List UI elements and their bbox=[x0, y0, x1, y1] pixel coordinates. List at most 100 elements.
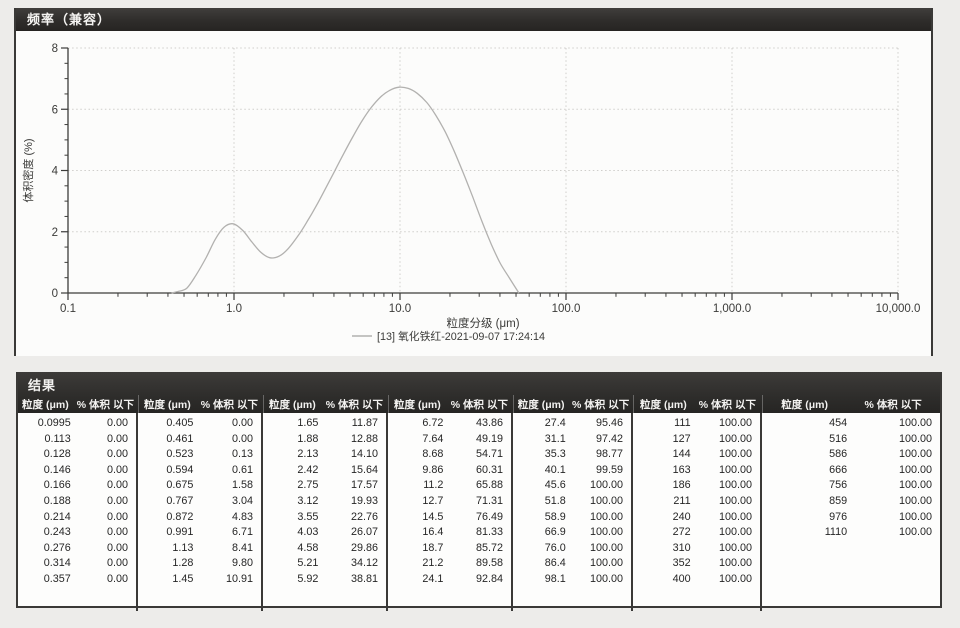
size-cell: 18.7 bbox=[422, 541, 444, 554]
table-row: 7.64 49.19 bbox=[388, 432, 511, 448]
table-row: 5.21 34.12 bbox=[263, 556, 386, 572]
percent-column-header: % 体积 以下 bbox=[864, 398, 922, 411]
table-row: 40.1 99.59 bbox=[513, 463, 631, 479]
percent-cell: 100.00 bbox=[898, 526, 932, 539]
results-title: 结果 bbox=[28, 378, 57, 393]
size-cell: 7.64 bbox=[422, 432, 444, 445]
percent-cell: 4.83 bbox=[231, 510, 253, 523]
percent-cell: 100.00 bbox=[589, 510, 623, 523]
size-column-header: 粒度 (μm) bbox=[269, 398, 316, 411]
frequency-panel-titlebar: 频率（兼容） bbox=[16, 8, 931, 31]
size-cell: 0.214 bbox=[43, 510, 71, 523]
size-cell: 0.128 bbox=[43, 448, 71, 461]
size-cell: 516 bbox=[829, 432, 848, 445]
table-row: 86.4 100.00 bbox=[513, 556, 631, 572]
percent-cell: 0.00 bbox=[231, 417, 253, 429]
size-cell: 14.5 bbox=[422, 510, 444, 523]
percent-cell: 9.80 bbox=[231, 557, 253, 570]
column-group: 27.4 95.46 31.1 97.42 35.3 98.77 40.1 99.59 45.6… bbox=[513, 413, 633, 611]
size-cell: 0.357 bbox=[43, 572, 71, 585]
table-row: 163 100.00 bbox=[633, 463, 760, 479]
table-row: 98.1 100.00 bbox=[513, 572, 631, 588]
percent-cell: 0.00 bbox=[106, 510, 128, 523]
percent-cell: 100.00 bbox=[718, 479, 752, 492]
size-cell: 240 bbox=[672, 510, 691, 523]
percent-cell: 89.58 bbox=[475, 557, 503, 570]
percent-cell: 0.00 bbox=[106, 432, 128, 445]
table-row: 0.113 0.00 bbox=[18, 432, 136, 448]
percent-cell: 76.49 bbox=[475, 510, 503, 523]
column-group-header: 粒度 (μm) % 体积 以下 bbox=[762, 395, 940, 413]
table-row: 21.2 89.58 bbox=[388, 556, 511, 572]
percent-cell: 100.00 bbox=[718, 526, 752, 539]
legend-label: [13] 氧化铁红-2021-09-07 17:24:14 bbox=[377, 329, 545, 343]
size-cell: 144 bbox=[672, 448, 691, 461]
table-row: 0.188 0.00 bbox=[18, 494, 136, 510]
size-cell: 66.9 bbox=[544, 526, 566, 539]
percent-cell: 100.00 bbox=[589, 494, 623, 507]
percent-cell: 60.31 bbox=[475, 463, 503, 476]
percent-column-header: % 体积 以下 bbox=[200, 398, 258, 411]
table-row: 352 100.00 bbox=[633, 556, 760, 572]
table-row: 1.45 10.91 bbox=[138, 572, 261, 588]
size-cell: 400 bbox=[672, 572, 691, 585]
size-cell: 127 bbox=[672, 432, 691, 445]
y-axis-title: 体积密度 (%) bbox=[21, 138, 35, 202]
column-group-header: 粒度 (μm) % 体积 以下 bbox=[18, 395, 138, 413]
size-cell: 35.3 bbox=[544, 448, 566, 461]
size-cell: 3.12 bbox=[297, 494, 319, 507]
table-row: 0.357 0.00 bbox=[18, 572, 136, 588]
percent-cell: 43.86 bbox=[475, 417, 503, 429]
size-cell: 0.113 bbox=[44, 432, 71, 445]
table-row: 1110 100.00 bbox=[762, 525, 940, 541]
percent-cell: 100.00 bbox=[898, 510, 932, 523]
size-cell: 51.8 bbox=[544, 494, 566, 507]
table-row: 1.13 8.41 bbox=[138, 541, 261, 557]
percent-cell: 0.00 bbox=[106, 541, 128, 554]
x-axis-title: 粒度分级 (μm) bbox=[446, 316, 519, 330]
size-cell: 58.9 bbox=[544, 510, 566, 523]
size-cell: 0.991 bbox=[166, 526, 194, 539]
percent-cell: 100.00 bbox=[718, 572, 752, 585]
percent-cell: 95.46 bbox=[595, 417, 623, 429]
percent-cell: 85.72 bbox=[475, 541, 503, 554]
size-column-header: 粒度 (μm) bbox=[781, 398, 828, 411]
table-row: 0.461 0.00 bbox=[138, 432, 261, 448]
size-column-header: 粒度 (μm) bbox=[144, 398, 191, 411]
size-cell: 1.88 bbox=[297, 432, 319, 445]
table-row: 24.1 92.84 bbox=[388, 572, 511, 588]
percent-cell: 54.71 bbox=[475, 448, 503, 461]
size-cell: 3.55 bbox=[297, 510, 319, 523]
x-tick-label: 1.0 bbox=[226, 303, 242, 315]
percent-cell: 100.00 bbox=[589, 541, 623, 554]
size-column-header: 粒度 (μm) bbox=[640, 398, 687, 411]
table-row: 0.166 0.00 bbox=[18, 478, 136, 494]
table-row: 14.5 76.49 bbox=[388, 510, 511, 526]
table-row: 18.7 85.72 bbox=[388, 541, 511, 557]
size-cell: 24.1 bbox=[422, 572, 444, 585]
size-cell: 98.1 bbox=[544, 572, 566, 585]
size-cell: 586 bbox=[829, 448, 848, 461]
column-group-header: 粒度 (μm) % 体积 以下 bbox=[388, 395, 513, 413]
table-row: 186 100.00 bbox=[633, 478, 760, 494]
size-cell: 2.42 bbox=[297, 463, 319, 476]
x-tick-label: 0.1 bbox=[60, 303, 76, 315]
percent-cell: 19.93 bbox=[350, 494, 378, 507]
size-cell: 352 bbox=[672, 557, 691, 570]
table-row: 2.75 17.57 bbox=[263, 478, 386, 494]
percent-cell: 92.84 bbox=[475, 572, 503, 585]
size-cell: 454 bbox=[829, 417, 848, 429]
percent-column-header: % 体积 以下 bbox=[325, 398, 383, 411]
y-tick-label: 8 bbox=[52, 43, 58, 55]
y-tick-label: 4 bbox=[52, 166, 59, 178]
size-cell: 4.03 bbox=[297, 526, 319, 539]
size-cell: 211 bbox=[673, 494, 691, 507]
percent-cell: 0.00 bbox=[106, 417, 128, 429]
percent-cell: 1.58 bbox=[231, 479, 253, 492]
size-cell: 310 bbox=[672, 541, 691, 554]
percent-cell: 100.00 bbox=[718, 463, 752, 476]
table-row: 31.1 97.42 bbox=[513, 432, 631, 448]
table-row: 0.214 0.00 bbox=[18, 510, 136, 526]
table-row: 0.405 0.00 bbox=[138, 416, 261, 432]
table-row: 0.991 6.71 bbox=[138, 525, 261, 541]
